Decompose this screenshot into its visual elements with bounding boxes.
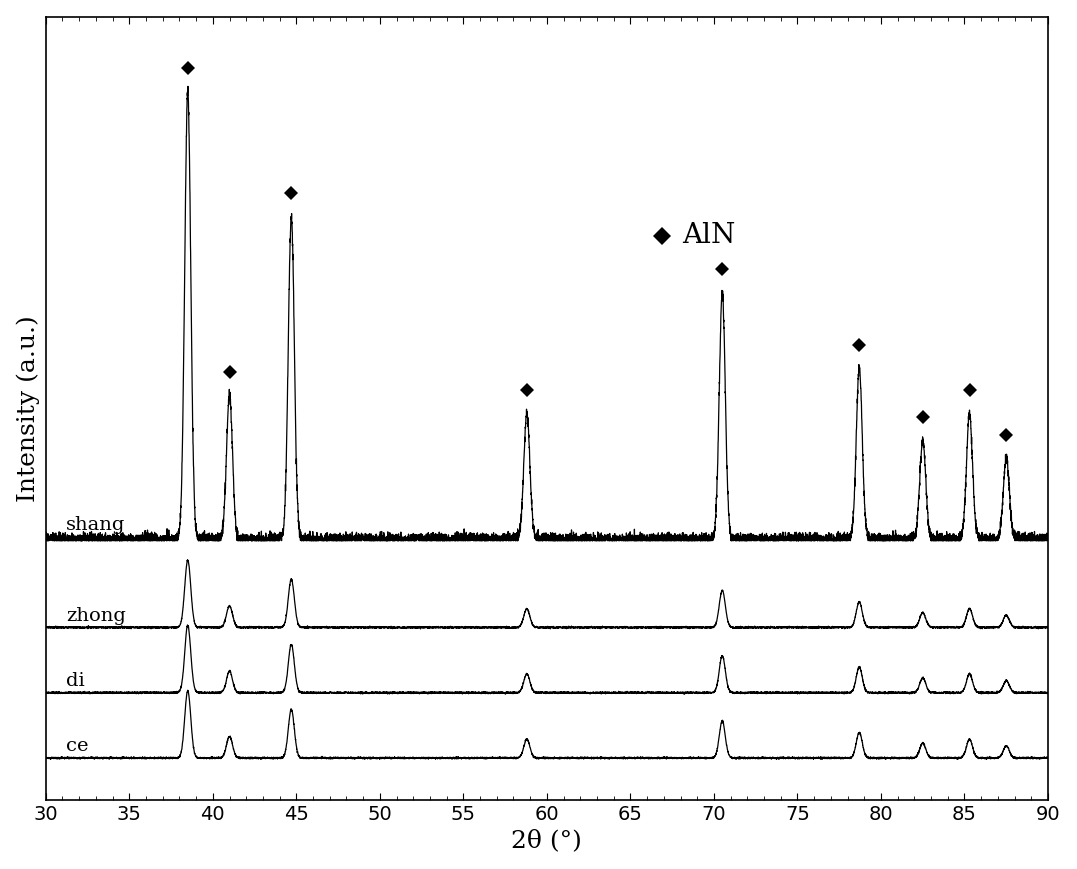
Text: di: di (66, 672, 85, 690)
Y-axis label: Intensity (a.u.): Intensity (a.u.) (16, 315, 40, 501)
Text: shang: shang (66, 516, 125, 534)
Text: ce: ce (66, 737, 88, 755)
X-axis label: 2θ (°): 2θ (°) (512, 829, 583, 852)
Text: AlN: AlN (682, 222, 736, 249)
Text: zhong: zhong (66, 607, 126, 625)
